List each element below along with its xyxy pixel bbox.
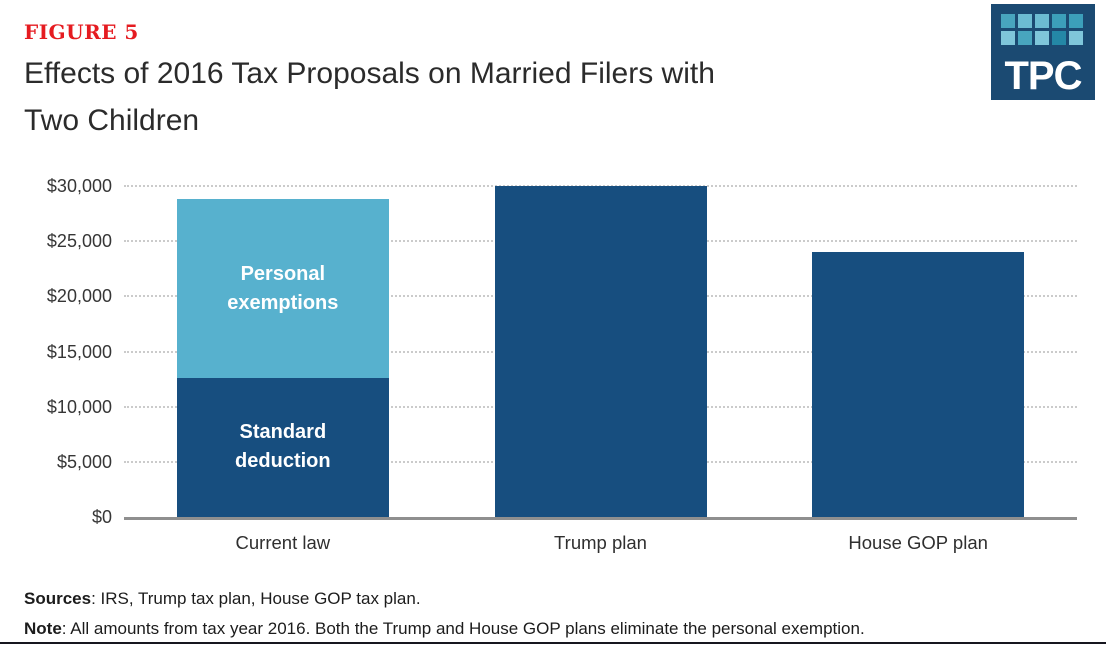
- bar-segment: [812, 252, 1025, 517]
- tpc-logo-text: TPC: [1004, 54, 1083, 98]
- bar-segment: Standard deduction: [176, 377, 389, 517]
- logo-square: [1018, 14, 1032, 28]
- x-axis-category-label: House GOP plan: [848, 532, 988, 553]
- tpc-logo-squares: [1001, 14, 1085, 45]
- sources-line: Sources: IRS, Trump tax plan, House GOP …: [24, 584, 865, 614]
- bar-segment: [494, 186, 707, 517]
- logo-square: [1052, 31, 1066, 45]
- note-label: Note: [24, 619, 62, 638]
- note-text: : All amounts from tax year 2016. Both t…: [61, 619, 865, 638]
- y-axis-tick-label: $20,000: [46, 286, 112, 307]
- tpc-logo: TPC: [991, 4, 1095, 100]
- chart-title: Effects of 2016 Tax Proposals on Married…: [24, 50, 715, 144]
- bottom-rule: [0, 642, 1106, 644]
- chart-title-line1: Effects of 2016 Tax Proposals on Married…: [24, 57, 715, 90]
- y-axis-tick-label: $25,000: [46, 231, 112, 252]
- x-axis-category-label: Current law: [235, 532, 331, 553]
- bar-segment-label: Standard deduction: [235, 421, 331, 473]
- logo-square: [1052, 14, 1066, 28]
- logo-square: [1069, 31, 1083, 45]
- logo-square: [1035, 31, 1049, 45]
- y-axis-tick-label: $10,000: [46, 396, 112, 417]
- figure-label: FIGURE 5: [24, 20, 139, 44]
- chart-title-line2: Two Children: [24, 104, 200, 137]
- footer-notes: Sources: IRS, Trump tax plan, House GOP …: [24, 584, 865, 644]
- note-line: Note: All amounts from tax year 2016. Bo…: [24, 614, 865, 644]
- sources-label: Sources: [24, 589, 92, 608]
- bar-segment-label: Personal exemptions: [227, 262, 339, 314]
- y-axis-tick-label: $30,000: [46, 176, 112, 196]
- logo-square: [1001, 31, 1015, 45]
- logo-square: [1018, 31, 1032, 45]
- x-axis-baseline: [124, 517, 1077, 520]
- logo-square: [1035, 14, 1049, 28]
- y-axis-tick-label: $0: [91, 507, 112, 527]
- sources-text: : IRS, Trump tax plan, House GOP tax pla…: [91, 589, 421, 608]
- x-axis-category-label: Trump plan: [554, 532, 647, 553]
- y-axis-tick-label: $15,000: [46, 341, 112, 362]
- logo-square: [1069, 14, 1083, 28]
- bar-segment: Personal exemptions: [176, 199, 389, 378]
- logo-square: [1001, 14, 1015, 28]
- y-axis-tick-label: $5,000: [56, 451, 112, 472]
